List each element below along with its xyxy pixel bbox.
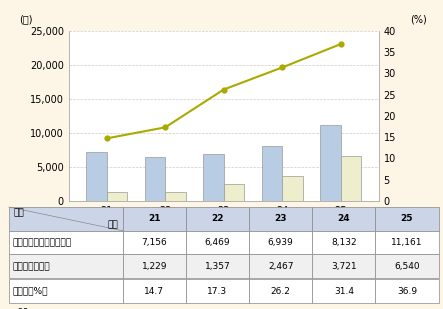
Bar bbox=[165, 192, 186, 201]
Bar bbox=[9, 279, 123, 303]
Bar bbox=[123, 255, 186, 278]
Text: 認知件数（既遂）（件）: 認知件数（既遂）（件） bbox=[12, 238, 71, 247]
Text: 8,132: 8,132 bbox=[331, 238, 357, 247]
Text: 阔止件数（件）: 阔止件数（件） bbox=[12, 262, 50, 271]
Bar bbox=[123, 207, 186, 231]
Text: 25: 25 bbox=[401, 214, 413, 223]
Bar bbox=[123, 279, 186, 303]
Text: 1,357: 1,357 bbox=[205, 262, 230, 271]
Bar bbox=[282, 176, 303, 201]
Bar bbox=[375, 231, 439, 255]
Bar bbox=[375, 207, 439, 231]
Bar bbox=[262, 146, 282, 201]
Text: 6,540: 6,540 bbox=[394, 262, 420, 271]
Text: 31.4: 31.4 bbox=[334, 286, 354, 296]
Text: 阔止率（%）: 阔止率（%） bbox=[12, 286, 48, 296]
Text: 平成22年以前の数値には振り込め詐欺以外の特殊詐欺は含まない。: 平成22年以前の数値には振り込め詐欺以外の特殊詐欺は含まない。 bbox=[9, 307, 164, 309]
Bar bbox=[123, 231, 186, 255]
Text: 21: 21 bbox=[148, 214, 160, 223]
Bar bbox=[224, 184, 244, 201]
Bar bbox=[249, 279, 312, 303]
Bar bbox=[186, 231, 249, 255]
Text: 36.9: 36.9 bbox=[397, 286, 417, 296]
Bar bbox=[375, 255, 439, 278]
Bar bbox=[375, 279, 439, 303]
Bar bbox=[249, 207, 312, 231]
Bar bbox=[9, 231, 123, 255]
Bar bbox=[341, 156, 361, 201]
Bar bbox=[145, 157, 165, 201]
Text: (件): (件) bbox=[19, 14, 32, 24]
Bar bbox=[312, 255, 375, 278]
Text: 1,229: 1,229 bbox=[142, 262, 167, 271]
Text: 24: 24 bbox=[338, 214, 350, 223]
Bar bbox=[203, 154, 224, 201]
Text: 26.2: 26.2 bbox=[271, 286, 291, 296]
Text: 7,156: 7,156 bbox=[141, 238, 167, 247]
Bar bbox=[9, 255, 123, 278]
Text: 区分: 区分 bbox=[13, 209, 24, 218]
Bar bbox=[312, 207, 375, 231]
Bar bbox=[249, 231, 312, 255]
Text: 23: 23 bbox=[274, 214, 287, 223]
Bar bbox=[312, 231, 375, 255]
Text: 11,161: 11,161 bbox=[391, 238, 423, 247]
Text: 2,467: 2,467 bbox=[268, 262, 293, 271]
Bar bbox=[9, 207, 123, 231]
Text: 14.7: 14.7 bbox=[144, 286, 164, 296]
Bar bbox=[107, 193, 127, 201]
Text: 6,469: 6,469 bbox=[205, 238, 230, 247]
Bar bbox=[320, 125, 341, 201]
Bar bbox=[86, 152, 107, 201]
Text: 3,721: 3,721 bbox=[331, 262, 357, 271]
Bar bbox=[186, 279, 249, 303]
Text: 年次: 年次 bbox=[108, 220, 118, 229]
Text: (%): (%) bbox=[410, 14, 427, 24]
Bar bbox=[186, 207, 249, 231]
Bar bbox=[186, 255, 249, 278]
Text: 6,939: 6,939 bbox=[268, 238, 294, 247]
Bar bbox=[312, 279, 375, 303]
Text: 17.3: 17.3 bbox=[207, 286, 228, 296]
Text: 22: 22 bbox=[211, 214, 224, 223]
Bar bbox=[249, 255, 312, 278]
